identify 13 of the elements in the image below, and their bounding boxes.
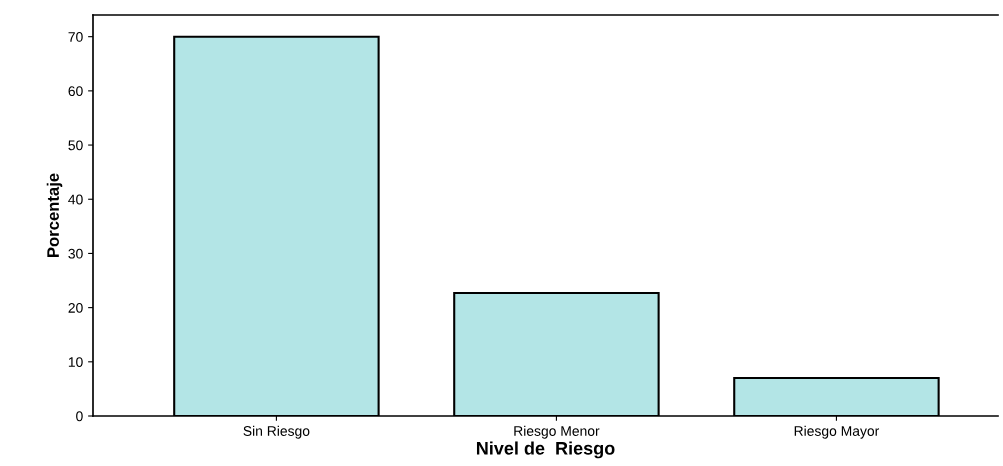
x-tick-label: Riesgo Menor — [514, 425, 600, 439]
y-tick-label: 50 — [68, 140, 83, 151]
y-tick-label: 20 — [68, 302, 83, 313]
y-tick-label: 60 — [68, 86, 83, 97]
y-tick-label: 10 — [68, 357, 83, 367]
y-tick-label: 0 — [76, 411, 83, 422]
y-tick-label: 40 — [68, 194, 83, 205]
x-axis-title: Nivel de Riesgo — [476, 441, 615, 459]
y-axis-title: Porcentaje — [46, 173, 63, 257]
x-tick-label: Sin Riesgo — [243, 425, 310, 439]
y-tick-label: 30 — [68, 248, 83, 259]
y-tick-label: 70 — [68, 32, 83, 42]
x-tick-label: Riesgo Mayor — [794, 425, 880, 439]
